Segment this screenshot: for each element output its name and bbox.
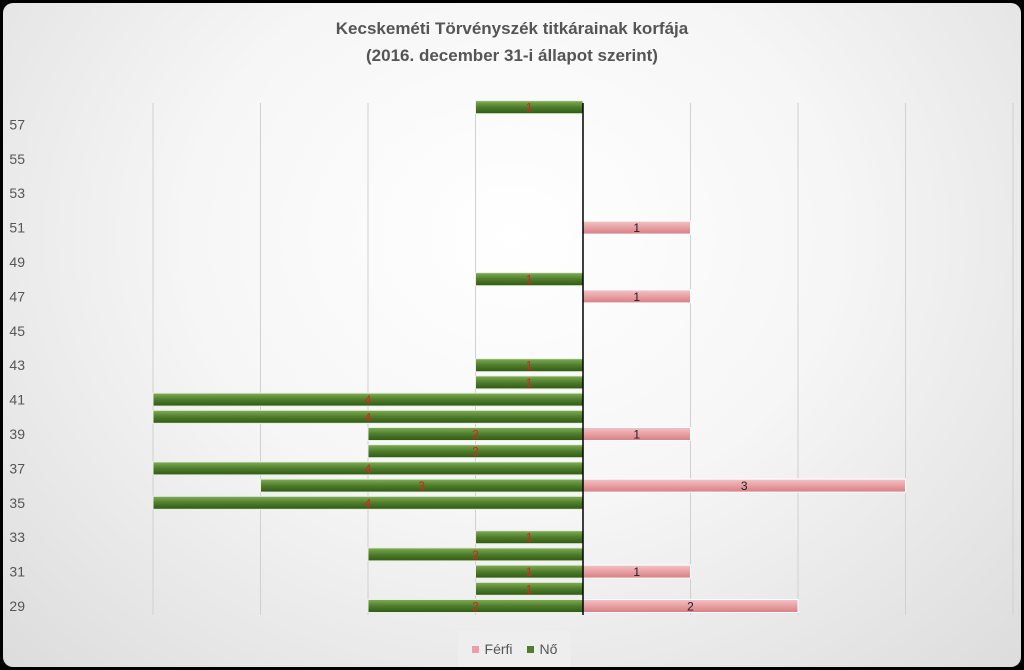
data-label-no: 4 — [365, 393, 372, 407]
y-tick-label: 37 — [9, 460, 25, 476]
legend-label-no: Nő — [539, 641, 558, 657]
chart-title-line: Kecskeméti Törvényszék titkárainak korfá… — [335, 19, 689, 38]
legend-label-ferfi: Férfi — [484, 641, 513, 657]
legend-swatch-ferfi — [471, 645, 479, 653]
data-label-no: 1 — [526, 582, 533, 596]
data-label-no: 1 — [526, 376, 533, 390]
data-label-ferfi: 3 — [741, 479, 748, 493]
data-label-no: 4 — [365, 410, 372, 424]
data-label-no: 3 — [418, 479, 425, 493]
legend: Férfi Nő — [458, 631, 571, 667]
data-label-ferfi: 1 — [633, 221, 640, 235]
data-label-no: 2 — [472, 428, 479, 442]
y-tick-label: 31 — [9, 564, 25, 580]
data-label-no: 2 — [472, 548, 479, 562]
legend-swatch-no — [526, 645, 534, 653]
y-tick-label: 39 — [9, 426, 25, 442]
data-label-no: 2 — [472, 600, 479, 614]
data-label-no: 2 — [472, 445, 479, 459]
y-tick-label: 43 — [9, 357, 25, 373]
data-label-ferfi: 1 — [633, 565, 640, 579]
data-label-ferfi: 2 — [687, 600, 694, 614]
legend-item-ferfi: Férfi — [471, 641, 513, 657]
y-tick-label: 55 — [9, 151, 25, 167]
data-label-no: 1 — [526, 565, 533, 579]
chart-title: Kecskeméti Törvényszék titkárainak korfá… — [3, 15, 1021, 69]
y-tick-label: 47 — [9, 288, 25, 304]
data-label-no: 1 — [526, 531, 533, 545]
y-tick-label: 35 — [9, 495, 25, 511]
data-label-ferfi: 1 — [633, 290, 640, 304]
y-tick-label: 45 — [9, 323, 25, 339]
data-label-no: 1 — [526, 359, 533, 373]
y-tick-label: 33 — [9, 529, 25, 545]
y-tick-label: 41 — [9, 392, 25, 408]
data-label-no: 4 — [365, 496, 372, 510]
legend-item-no: Nő — [526, 641, 558, 657]
data-label-no: 1 — [526, 101, 533, 115]
y-tick-label: 51 — [9, 220, 25, 236]
y-tick-label: 49 — [9, 254, 25, 270]
y-tick-label: 53 — [9, 185, 25, 201]
data-label-ferfi: 1 — [633, 428, 640, 442]
data-label-no: 1 — [526, 273, 533, 287]
chart-area: Kecskeméti Törvényszék titkárainak korfá… — [3, 3, 1021, 667]
plot-svg: 2931333537394143454749515355572131112112… — [9, 100, 1014, 615]
chart-subtitle: (2016. december 31-i állapot szerint) — [366, 46, 658, 65]
y-tick-label: 57 — [9, 116, 25, 132]
data-label-no: 4 — [365, 462, 372, 476]
y-tick-label: 29 — [9, 598, 25, 614]
